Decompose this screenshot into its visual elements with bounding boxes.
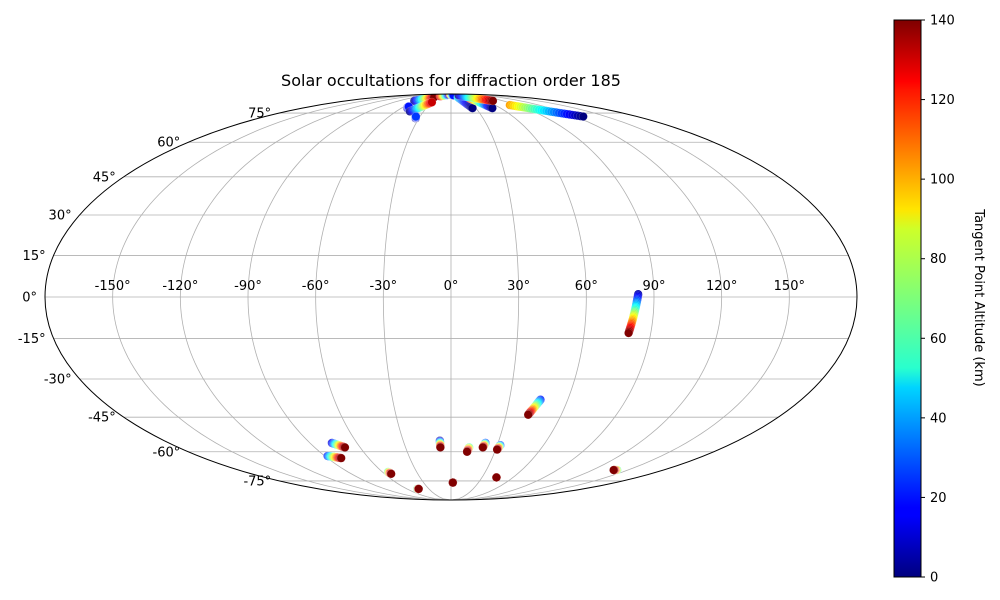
longitude-tick-label: -120°: [162, 279, 198, 294]
longitude-tick-label: 60°: [575, 279, 598, 294]
meridian-line: [450, 94, 790, 500]
latitude-tick-label: 75°: [248, 107, 271, 122]
colorbar-ticks: 0 20 40 60 80 100 120 140: [921, 14, 955, 586]
latitude-tick-label: -30°: [44, 373, 72, 388]
data-point: [492, 473, 501, 482]
colorbar-tick-label: 140: [930, 14, 955, 29]
data-point: [523, 410, 533, 420]
longitude-tick-label: 150°: [774, 279, 805, 294]
meridian-line: [450, 94, 587, 500]
colorbar-tick-label: 80: [930, 252, 947, 267]
occultation-track: [411, 112, 421, 123]
latitude-tick-label: -75°: [243, 474, 271, 489]
occultation-track: [492, 473, 501, 482]
longitude-tick-label: -150°: [95, 279, 131, 294]
meridian-line: [382, 94, 452, 500]
data-point: [411, 112, 421, 121]
occultation-tracks: [323, 94, 643, 494]
occultation-track: [448, 478, 458, 488]
data-point: [624, 328, 633, 338]
meridian-line: [450, 94, 655, 500]
data-point: [414, 484, 424, 494]
data-point: [448, 478, 458, 488]
meridian-line: [450, 94, 723, 500]
occultation-track: [412, 484, 424, 494]
occultation-track: [492, 440, 505, 454]
longitude-ticks: -150° -120° -90° -60° -30° 0° 30° 60° 90° 120° 150…: [95, 279, 805, 294]
occultation-track: [462, 443, 474, 457]
data-point: [386, 469, 396, 479]
colorbar: [893, 19, 922, 578]
colorbar-label: Tangent Point Altitude (km): [971, 208, 986, 386]
meridian-line: [179, 94, 452, 500]
occultation-track: [383, 467, 396, 479]
data-point: [492, 445, 502, 454]
longitude-tick-label: -90°: [234, 279, 262, 294]
longitude-tick-label: -30°: [369, 279, 397, 294]
occultation-track: [624, 289, 643, 338]
latitude-tick-label: 0°: [22, 291, 37, 306]
data-point: [427, 97, 437, 107]
data-point: [340, 443, 350, 452]
occultation-track: [609, 465, 622, 475]
occultation-track: [435, 436, 445, 452]
latitude-tick-label: 30°: [49, 208, 72, 223]
occultation-track: [327, 438, 350, 452]
longitude-tick-label: -60°: [302, 279, 330, 294]
latitude-ticks: -75° -60° -45° -30° -15° 0° 15° 30° 45° 60° 75°: [18, 107, 271, 490]
longitude-tick-label: 30°: [507, 279, 530, 294]
latitude-tick-label: 15°: [23, 249, 46, 264]
data-point: [478, 443, 488, 452]
colorbar-tick-label: 0: [930, 571, 938, 586]
data-point: [435, 443, 445, 452]
chart-title: Solar occultations for diffraction order…: [281, 71, 621, 90]
colorbar-tick-label: 40: [930, 411, 947, 426]
data-point: [609, 465, 619, 475]
occultation-track: [523, 395, 545, 420]
occultation-track: [478, 438, 490, 452]
colorbar-tick-label: 20: [930, 491, 947, 506]
colorbar-tick-label: 120: [930, 93, 955, 108]
map-boundary: [44, 93, 858, 501]
latitude-tick-label: -45°: [88, 411, 116, 426]
occultation-track: [323, 451, 346, 463]
data-point: [336, 453, 346, 463]
data-point: [462, 447, 472, 457]
data-point: [488, 96, 498, 106]
meridian-line: [112, 94, 452, 500]
longitude-tick-label: 120°: [706, 279, 737, 294]
colorbar-tick-label: 100: [930, 173, 955, 188]
meridian-line: [315, 94, 452, 500]
longitude-tick-label: 0°: [444, 279, 459, 294]
colorbar-tick-label: 60: [930, 332, 947, 347]
data-point: [578, 112, 588, 121]
latitude-tick-label: -60°: [153, 445, 181, 460]
latitude-tick-label: -15°: [18, 332, 46, 347]
latitude-tick-label: 45°: [93, 170, 116, 185]
occultation-track: [505, 100, 588, 121]
occultation-track: [405, 97, 437, 116]
longitude-tick-label: 90°: [642, 279, 665, 294]
meridian-line: [247, 94, 452, 500]
latitude-tick-label: 60°: [157, 136, 180, 151]
